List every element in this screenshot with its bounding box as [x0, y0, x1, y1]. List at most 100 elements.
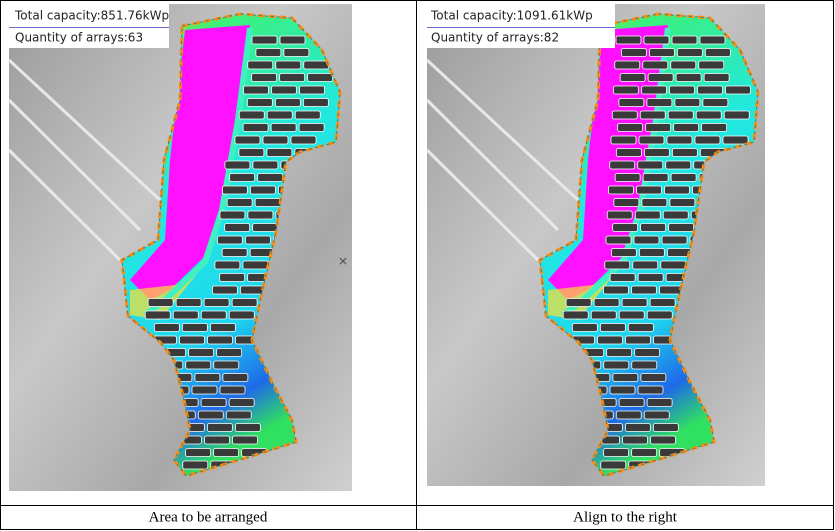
- pv-array: [627, 323, 654, 332]
- pv-array: [618, 310, 645, 320]
- steep-area: [130, 25, 250, 300]
- pv-array: [643, 35, 670, 45]
- pv-array: [640, 223, 667, 232]
- pv-array: [231, 298, 258, 307]
- pv-array: [695, 110, 722, 120]
- pv-array: [224, 160, 251, 170]
- pv-array: [255, 48, 282, 57]
- capacity-label: Total capacity:1091.61kWp: [430, 9, 593, 23]
- pv-array: [668, 223, 695, 232]
- pv-array: [633, 235, 660, 245]
- pv-array: [661, 235, 688, 245]
- capacity-label: Total capacity:851.76kWp: [14, 9, 169, 23]
- pv-array: [676, 48, 703, 57]
- pv-array: [213, 360, 240, 370]
- pv-array: [625, 335, 651, 345]
- pv-array: [723, 110, 750, 120]
- pv-array: [603, 448, 630, 457]
- pv-array: [669, 85, 695, 95]
- pv-array: [615, 35, 642, 45]
- panel: [425, 4, 765, 486]
- pv-array: [307, 73, 334, 82]
- pv-array: [246, 98, 273, 107]
- pv-array: [703, 73, 730, 82]
- pv-array: [175, 298, 202, 307]
- pv-array: [615, 148, 642, 157]
- pv-array: [617, 123, 644, 132]
- pv-array: [271, 85, 297, 95]
- pv-array: [153, 323, 180, 332]
- info-box: [427, 4, 615, 48]
- pv-array: [704, 48, 731, 57]
- pv-array: [722, 135, 749, 145]
- pv-array: [638, 248, 665, 257]
- pv-array: [275, 60, 302, 70]
- pv-array: [666, 135, 693, 145]
- pv-array: [702, 98, 729, 107]
- panel: [7, 4, 352, 491]
- pv-array: [219, 273, 246, 282]
- pv-array: [593, 298, 620, 307]
- pv-array: [216, 348, 243, 357]
- pv-array: [211, 285, 238, 295]
- pv-array: [283, 48, 310, 57]
- pv-array: [243, 85, 269, 95]
- pv-array: [234, 135, 261, 145]
- pv-array: [599, 323, 626, 332]
- pv-array: [613, 85, 639, 95]
- site-inner-outline: [539, 13, 759, 477]
- pv-array: [279, 35, 306, 45]
- pv-array: [606, 348, 633, 357]
- pv-array: [621, 298, 648, 307]
- pv-array: [634, 210, 661, 220]
- pv-array: [604, 260, 631, 270]
- pv-array: [665, 160, 692, 170]
- pv-array: [221, 185, 248, 195]
- ridge: [7, 58, 162, 262]
- pv-array: [664, 185, 690, 195]
- pv-array: [608, 185, 634, 195]
- pv-array: [605, 235, 632, 245]
- pv-array: [631, 285, 657, 295]
- pv-array: [643, 148, 670, 157]
- pv-array: [252, 160, 279, 170]
- pv-array: [200, 398, 227, 407]
- pv-array: [671, 35, 698, 45]
- pv-array: [675, 73, 702, 82]
- pv-array: [204, 435, 230, 445]
- pv-array: [646, 98, 673, 107]
- pv-array: [251, 73, 278, 82]
- pv-array: [642, 60, 669, 70]
- pv-array: [618, 98, 645, 107]
- pv-array: [179, 335, 205, 345]
- pv-array: [612, 373, 639, 382]
- pv-arrays: [562, 35, 751, 470]
- pv-array: [648, 48, 675, 57]
- pv-array: [244, 235, 271, 245]
- pv-array: [232, 435, 258, 445]
- pv-array: [262, 135, 289, 145]
- pv-array: [662, 210, 689, 220]
- pv-array: [182, 460, 209, 470]
- pv-array: [631, 448, 658, 457]
- pv-array: [228, 398, 255, 407]
- pv-array: [699, 35, 726, 45]
- pv-array: [698, 60, 725, 70]
- pv-array: [214, 260, 241, 270]
- pv-array: [213, 448, 240, 457]
- pv-array: [624, 423, 651, 432]
- pv-array: [206, 423, 233, 432]
- pv-array: [610, 135, 637, 145]
- pv-array: [670, 60, 697, 70]
- pv-array: [641, 85, 667, 95]
- pv-array: [249, 185, 276, 195]
- pv-array: [697, 85, 723, 95]
- pv-array: [609, 385, 636, 395]
- pv-array: [673, 123, 700, 132]
- pv-array: [620, 48, 647, 57]
- pv-array: [640, 373, 667, 382]
- pv-array: [185, 360, 212, 370]
- pv-array: [603, 360, 630, 370]
- pv-array: [242, 123, 269, 132]
- site-outline: [120, 12, 342, 478]
